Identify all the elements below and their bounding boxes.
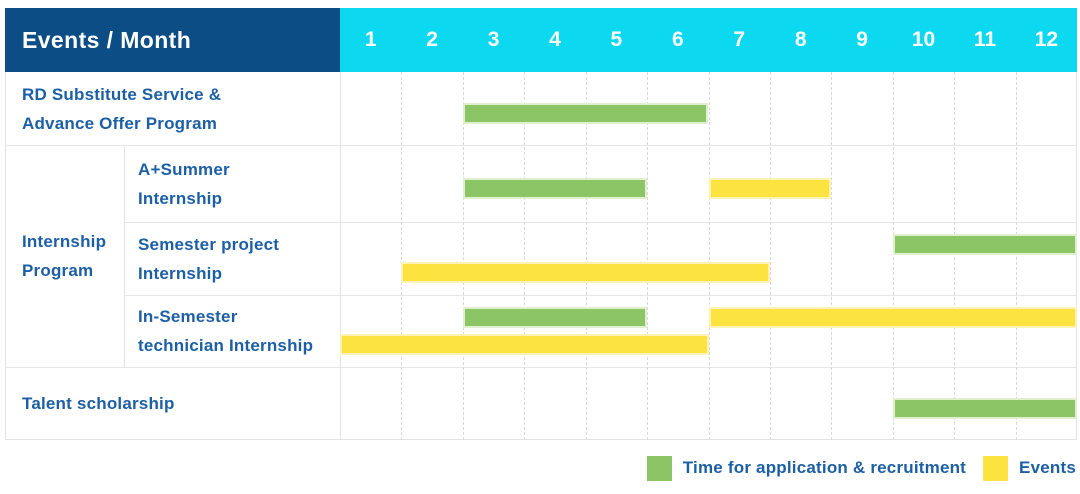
month-gridline xyxy=(647,72,649,440)
legend-label-events: Events xyxy=(1019,458,1076,477)
gantt-bar-event xyxy=(340,334,709,355)
table-body xyxy=(5,72,1077,440)
label-month-divider xyxy=(340,72,341,440)
month-gridline xyxy=(1015,72,1017,440)
row-divider xyxy=(124,222,1077,223)
group-label-line: Program xyxy=(22,261,94,280)
month-header-4: 4 xyxy=(549,28,561,51)
month-header-9: 9 xyxy=(856,28,868,51)
row-label-line: In-Semester xyxy=(138,307,238,326)
legend-item-application: Time for application & recruitment xyxy=(646,455,967,481)
legend-item-events: Events xyxy=(983,455,1076,481)
gantt-bar-application xyxy=(892,234,1077,255)
month-gridline xyxy=(462,72,464,440)
gantt-bar-application xyxy=(892,398,1077,419)
row-divider xyxy=(5,145,1077,146)
legend: Time for application & recruitment Event… xyxy=(646,453,1076,483)
row-divider xyxy=(5,367,1077,368)
month-header-3: 3 xyxy=(487,28,500,51)
row-label-talent-scholarship: Talent scholarship xyxy=(5,367,340,440)
month-gridline xyxy=(585,72,587,440)
gantt-bar-application xyxy=(462,178,648,199)
month-gridline xyxy=(769,72,771,440)
month-header-2: 2 xyxy=(426,28,438,51)
month-header-8: 8 xyxy=(794,28,807,51)
gantt-bar-event xyxy=(401,262,770,283)
month-header-7: 7 xyxy=(733,28,746,51)
month-gridline xyxy=(708,72,710,440)
group-sublabel-divider xyxy=(124,145,125,367)
month-header-6: 6 xyxy=(671,28,684,51)
row-label-line: Internship xyxy=(138,263,223,283)
legend-label-application: Time for application & recruitment xyxy=(682,458,967,477)
month-header-10: 10 xyxy=(911,28,936,51)
month-header-row: 1 2 3 4 5 6 7 8 9 10 11 12 xyxy=(340,8,1077,72)
group-label-internship-program: Internship Program xyxy=(5,145,124,367)
row-label-line: Internship xyxy=(138,188,223,208)
row-divider xyxy=(124,295,1077,296)
row-label-line: Advance Offer Program xyxy=(22,113,218,133)
month-header-5: 5 xyxy=(610,28,623,51)
row-label-semester-project: Semester project Internship xyxy=(124,222,340,295)
month-header-11: 11 xyxy=(973,28,997,51)
row-label-line: A+Summer xyxy=(138,159,230,179)
row-label-line: Semester project xyxy=(138,234,280,254)
row-label-line: RD Substitute Service & xyxy=(22,84,222,104)
gantt-bar-event xyxy=(708,178,832,199)
row-label-line: technician Internship xyxy=(138,336,314,355)
schedule-table: Events / Month 1 2 3 4 5 6 7 8 9 10 11 1… xyxy=(5,8,1077,440)
month-gridline xyxy=(524,72,526,440)
month-gridline xyxy=(954,72,956,440)
row-label-rd-substitute: RD Substitute Service & Advance Offer Pr… xyxy=(5,72,340,145)
gantt-bar-application xyxy=(462,103,709,124)
row-label-a-plus-summer: A+Summer Internship xyxy=(124,145,340,222)
table-header-row: Events / Month 1 2 3 4 5 6 7 8 9 10 11 1… xyxy=(5,8,1077,72)
month-gridline xyxy=(831,72,833,440)
month-gridline xyxy=(401,72,403,440)
legend-swatch-events xyxy=(983,455,1009,481)
legend-swatch-application xyxy=(646,455,672,481)
header-title: Events / Month xyxy=(22,26,192,53)
row-label-line: Talent scholarship xyxy=(22,394,175,413)
gantt-bar-application xyxy=(462,307,648,328)
group-label-line: Internship xyxy=(22,232,107,251)
header-title-cell: Events / Month xyxy=(5,8,340,72)
gantt-bar-event xyxy=(708,307,1077,328)
row-label-in-semester-technician: In-Semester technician Internship xyxy=(124,295,340,367)
month-header-12: 12 xyxy=(1034,28,1059,51)
month-header-1: 1 xyxy=(364,28,377,51)
month-gridline xyxy=(892,72,894,440)
